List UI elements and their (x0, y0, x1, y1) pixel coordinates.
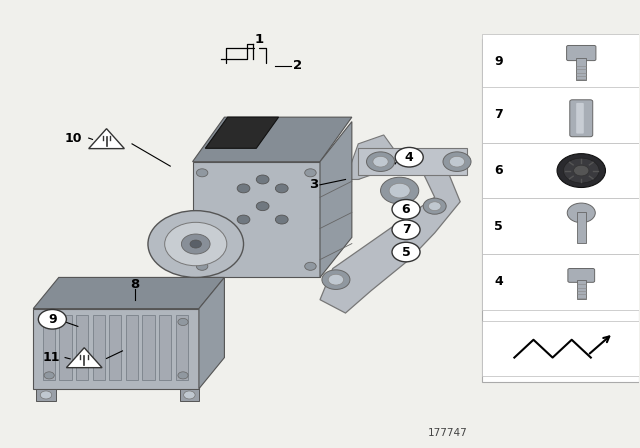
Text: 10: 10 (65, 132, 83, 145)
Circle shape (181, 234, 210, 254)
Polygon shape (67, 348, 102, 368)
Circle shape (563, 158, 599, 183)
Circle shape (392, 242, 420, 262)
Circle shape (178, 372, 188, 379)
Polygon shape (33, 309, 199, 389)
Polygon shape (358, 148, 467, 175)
Circle shape (196, 169, 208, 177)
Bar (483, 198, 639, 254)
Polygon shape (320, 153, 460, 313)
Bar (483, 39, 639, 382)
Circle shape (392, 220, 420, 240)
Circle shape (395, 147, 423, 167)
Circle shape (328, 274, 344, 285)
Circle shape (237, 215, 250, 224)
Bar (483, 143, 639, 198)
Polygon shape (43, 315, 55, 380)
Text: 6: 6 (494, 164, 503, 177)
Circle shape (373, 156, 388, 167)
Circle shape (38, 310, 67, 329)
Polygon shape (199, 277, 225, 389)
Text: 6: 6 (402, 203, 410, 216)
Circle shape (573, 165, 589, 176)
Polygon shape (159, 315, 172, 380)
Circle shape (164, 222, 227, 266)
Circle shape (428, 202, 441, 211)
FancyBboxPatch shape (568, 268, 595, 282)
Circle shape (367, 152, 394, 172)
Bar (576, 58, 586, 80)
Circle shape (305, 262, 316, 270)
Text: 11: 11 (42, 351, 60, 364)
Polygon shape (126, 315, 138, 380)
Text: 5: 5 (494, 220, 503, 233)
Circle shape (275, 215, 288, 224)
Text: 5: 5 (402, 246, 410, 258)
Circle shape (322, 270, 350, 289)
FancyBboxPatch shape (570, 100, 593, 137)
Circle shape (184, 391, 195, 399)
Text: 9: 9 (494, 55, 503, 68)
Circle shape (256, 175, 269, 184)
Circle shape (196, 262, 208, 270)
Polygon shape (33, 277, 225, 309)
Text: 2: 2 (293, 60, 302, 73)
Bar (483, 34, 639, 89)
Polygon shape (60, 315, 72, 380)
Circle shape (148, 211, 244, 277)
Circle shape (256, 202, 269, 211)
Polygon shape (346, 135, 396, 180)
Circle shape (389, 183, 410, 198)
Bar (577, 280, 586, 299)
Polygon shape (193, 162, 320, 277)
Bar (577, 212, 586, 243)
Circle shape (237, 184, 250, 193)
Polygon shape (93, 315, 105, 380)
Circle shape (190, 240, 202, 248)
Polygon shape (176, 315, 188, 380)
Polygon shape (320, 121, 352, 277)
Text: 3: 3 (309, 178, 318, 191)
Polygon shape (180, 389, 199, 401)
Circle shape (423, 198, 446, 214)
Text: 177747: 177747 (428, 428, 467, 438)
Circle shape (449, 156, 465, 167)
FancyBboxPatch shape (576, 103, 584, 134)
Polygon shape (143, 315, 155, 380)
Circle shape (305, 169, 316, 177)
Circle shape (567, 203, 595, 223)
Bar (483, 321, 639, 376)
Text: 1: 1 (255, 33, 264, 46)
Circle shape (392, 199, 420, 219)
Bar (483, 254, 639, 310)
Text: 4: 4 (494, 276, 503, 289)
Text: 7: 7 (402, 223, 410, 236)
Polygon shape (193, 117, 352, 162)
Text: 4: 4 (405, 151, 413, 164)
Circle shape (44, 372, 54, 379)
Circle shape (178, 319, 188, 326)
Polygon shape (89, 129, 124, 149)
Text: 8: 8 (131, 278, 140, 291)
Polygon shape (76, 315, 88, 380)
Text: 9: 9 (48, 313, 57, 326)
Polygon shape (205, 117, 278, 148)
Circle shape (44, 319, 54, 326)
Circle shape (443, 152, 471, 172)
Circle shape (275, 184, 288, 193)
Bar (483, 87, 639, 143)
FancyBboxPatch shape (566, 45, 596, 60)
Text: 7: 7 (494, 108, 503, 121)
Circle shape (40, 391, 52, 399)
Polygon shape (109, 315, 122, 380)
Circle shape (557, 154, 605, 188)
Circle shape (381, 177, 419, 204)
Polygon shape (36, 389, 56, 401)
